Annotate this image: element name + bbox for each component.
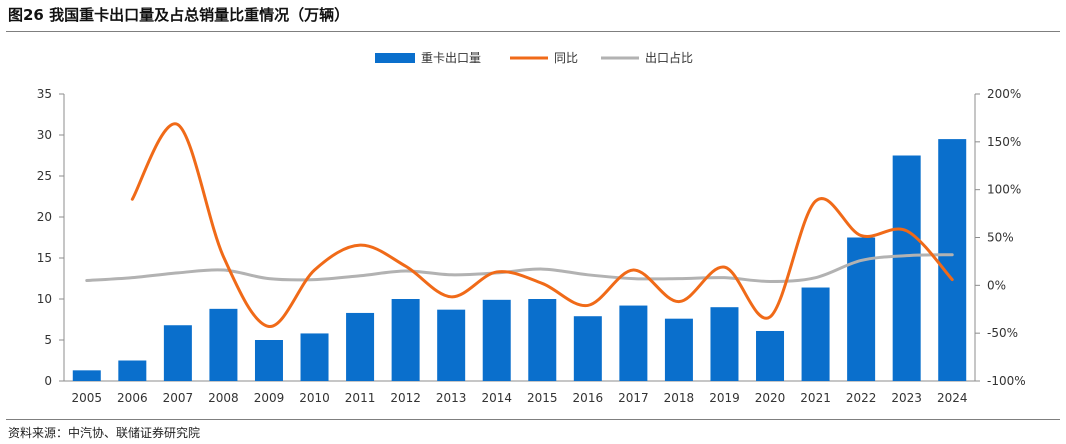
bar [938, 139, 967, 381]
y-left-tick-label: 30 [37, 128, 52, 142]
x-tick-label: 2016 [573, 391, 604, 405]
y-left-tick-label: 0 [44, 374, 52, 388]
x-tick-label: 2023 [891, 391, 922, 405]
x-tick-label: 2020 [755, 391, 786, 405]
bar [710, 307, 739, 381]
x-tick-label: 2009 [254, 391, 285, 405]
y-left-tick-label: 15 [37, 251, 52, 265]
x-tick-label: 2021 [800, 391, 831, 405]
bar [346, 312, 375, 381]
bar [892, 155, 921, 381]
legend-label-share: 出口占比 [645, 50, 693, 65]
chart: 0 5 10 15 20 25 30 35 -100% -50% 0% 50% 100% 150% 200%… [37, 50, 1026, 405]
x-tick-label: 2018 [664, 391, 695, 405]
y-left-tick-label: 5 [44, 333, 52, 347]
bar [391, 299, 420, 381]
figure-title: 图26 我国重卡出口量及占总销量比重情况（万辆） [8, 6, 350, 24]
y-right-tick-label: 150% [987, 135, 1021, 149]
x-tick-label: 2008 [208, 391, 239, 405]
bar [163, 325, 192, 381]
x-tick-label: 2007 [163, 391, 194, 405]
y-left-tick-label: 35 [37, 87, 52, 101]
x-tick-label: 2017 [618, 391, 649, 405]
x-tick-label: 2014 [481, 391, 512, 405]
bar [72, 370, 101, 381]
legend-swatch-bar [375, 53, 415, 63]
x-tick-label: 2019 [709, 391, 740, 405]
y-right-tick-label: -50% [987, 326, 1018, 340]
y-right-tick-label: -100% [987, 374, 1026, 388]
x-tick-label: 2012 [390, 391, 421, 405]
bar [801, 287, 830, 381]
bar [619, 305, 648, 381]
x-tick-label: 2013 [436, 391, 467, 405]
bar [756, 330, 785, 381]
bar [437, 309, 466, 381]
y-right-tick-label: 0% [987, 278, 1006, 292]
x-tick-label: 2005 [72, 391, 103, 405]
bar [482, 299, 511, 381]
bar [664, 318, 693, 381]
legend-label-yoy: 同比 [554, 51, 578, 65]
x-tick-label: 2024 [937, 391, 968, 405]
bar [254, 340, 283, 381]
bottom-rule [6, 419, 1060, 420]
line-share-of-sales [85, 253, 954, 284]
y-right-tick-label: 200% [987, 87, 1021, 101]
x-tick-label: 2011 [345, 391, 376, 405]
legend-label-bar: 重卡出口量 [421, 51, 481, 65]
x-tick-label: 2022 [846, 391, 877, 405]
top-rule [6, 31, 1060, 32]
x-tick-label: 2010 [299, 391, 330, 405]
bar [528, 299, 557, 381]
x-tick-label: 2015 [527, 391, 558, 405]
y-left-tick-label: 25 [37, 169, 52, 183]
y-left-tick-label: 10 [37, 292, 52, 306]
y-left-tick-label: 20 [37, 210, 52, 224]
bar [573, 316, 602, 381]
y-right-tick-label: 50% [987, 231, 1014, 245]
bar [300, 333, 329, 381]
source-note: 资料来源：中汽协、联储证券研究院 [8, 426, 201, 440]
bar [209, 308, 238, 381]
x-tick-label: 2006 [117, 391, 148, 405]
bar [118, 360, 147, 381]
y-right-tick-label: 100% [987, 183, 1021, 197]
line-yoy [130, 122, 954, 328]
